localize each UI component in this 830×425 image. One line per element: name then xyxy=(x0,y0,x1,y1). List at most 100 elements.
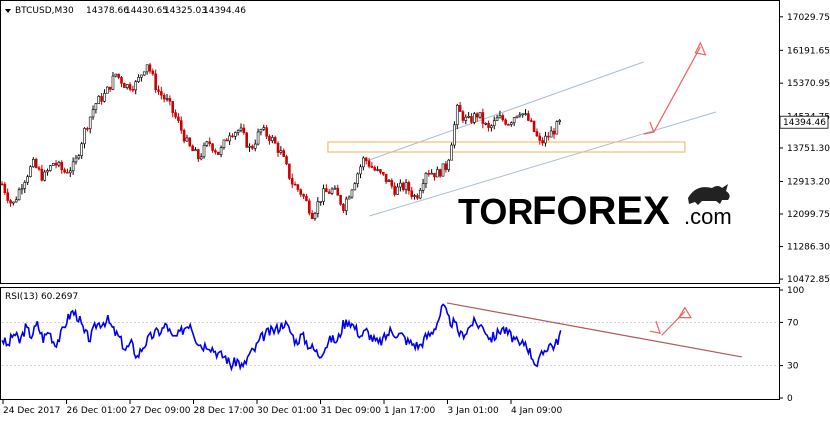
candle-body xyxy=(68,170,72,174)
time-tick-label: 31 Dec 09:00 xyxy=(321,406,382,416)
candle-body xyxy=(421,183,425,191)
rsi-series xyxy=(1,302,742,372)
candle-body xyxy=(373,167,377,171)
candle-body xyxy=(541,140,544,144)
rsi-tick-label: 0 xyxy=(787,394,793,404)
candle-body xyxy=(57,161,61,166)
candle-body xyxy=(492,120,496,127)
candle-body xyxy=(302,194,305,197)
rsi-tick-label: 30 xyxy=(787,362,799,372)
time-tick-label: 1 Jan 17:00 xyxy=(384,406,436,416)
candle-body xyxy=(86,128,89,130)
candle-body xyxy=(151,70,155,75)
candle-body xyxy=(29,166,32,177)
candle-body xyxy=(253,143,257,149)
candle-body xyxy=(80,143,83,156)
candle-body xyxy=(3,183,7,194)
candle-body xyxy=(490,125,493,128)
candle-body xyxy=(219,147,223,155)
candle-body xyxy=(162,94,166,100)
candle-body xyxy=(242,127,246,134)
candle-body xyxy=(353,183,357,191)
candle-body xyxy=(228,135,231,142)
candle-body xyxy=(26,176,29,183)
candle-body xyxy=(77,155,81,159)
candle-body xyxy=(484,122,488,125)
candle-body xyxy=(558,120,561,122)
candle-body xyxy=(544,135,547,144)
candle-body xyxy=(370,165,374,168)
candle-body xyxy=(444,163,448,170)
candle-body xyxy=(105,86,109,94)
candle-body xyxy=(31,158,35,168)
candle-body xyxy=(179,120,183,131)
candle-body xyxy=(310,212,314,219)
price-overlays xyxy=(327,41,717,217)
candle-body xyxy=(205,141,209,146)
candle-body xyxy=(379,169,382,173)
candle-body xyxy=(549,130,553,138)
time-tick-label: 30 Dec 01:00 xyxy=(257,406,318,416)
rsi-tick-label: 100 xyxy=(787,286,804,296)
candle-body xyxy=(299,189,303,195)
candle-body xyxy=(117,73,120,78)
candle-body xyxy=(316,201,320,214)
candle-body xyxy=(424,173,428,184)
candle-body xyxy=(114,73,118,77)
candle-body xyxy=(182,130,186,142)
candle-body xyxy=(413,195,416,197)
price-tick-label: 12913.20 xyxy=(787,177,830,187)
candle-body xyxy=(532,120,536,132)
candle-body xyxy=(416,195,419,199)
candle-body xyxy=(285,156,288,165)
candle-body xyxy=(108,86,112,90)
candle-body xyxy=(447,159,451,170)
pullback-arrow xyxy=(643,121,655,135)
candle-body xyxy=(356,173,359,184)
candle-body xyxy=(131,89,135,91)
candle-body xyxy=(214,150,217,153)
last-price-box xyxy=(779,115,829,129)
watermark-forex: FOREX xyxy=(532,189,670,233)
chart-header: BTCUSD,M30 14378.66 14430.65 14325.03 14… xyxy=(5,6,246,16)
candle-body xyxy=(478,112,482,118)
candle-body xyxy=(43,171,46,181)
candle-body xyxy=(512,117,516,124)
candle-body xyxy=(461,111,465,121)
candle-body xyxy=(510,122,513,125)
candle-body xyxy=(504,119,507,125)
candle-body xyxy=(194,149,197,152)
candle-body xyxy=(481,112,485,124)
candle-body xyxy=(157,89,160,92)
candle-body xyxy=(49,165,52,171)
candle-body xyxy=(453,124,456,146)
rsi-axis: 100 70 30 0 xyxy=(779,286,804,404)
candle-body xyxy=(501,115,505,121)
candle-body xyxy=(9,200,12,204)
ohlc-high: 14430.65 xyxy=(125,6,168,16)
candles xyxy=(0,62,561,221)
candle-body xyxy=(333,187,337,190)
time-tick-label: 3 Jan 01:00 xyxy=(448,406,500,416)
rsi-up-arrow-head xyxy=(677,306,692,319)
ohlc-low: 14325.03 xyxy=(164,6,207,16)
candle-body xyxy=(74,157,78,163)
candle-body xyxy=(46,170,49,173)
candle-body xyxy=(436,169,439,178)
candle-body xyxy=(342,203,345,211)
candle-body xyxy=(313,212,317,219)
candle-body xyxy=(171,101,175,113)
dropdown-triangle-icon[interactable] xyxy=(5,9,11,13)
candle-body xyxy=(441,163,445,177)
candle-body xyxy=(34,158,38,169)
candle-body xyxy=(433,172,436,178)
candle-body xyxy=(467,116,470,118)
candle-body xyxy=(222,139,226,148)
candle-body xyxy=(362,157,365,168)
candle-body xyxy=(376,169,379,171)
candle-body xyxy=(464,116,468,121)
time-tick-label: 4 Jan 09:00 xyxy=(511,406,563,416)
candle-body xyxy=(262,127,266,130)
candle-body xyxy=(165,98,169,100)
